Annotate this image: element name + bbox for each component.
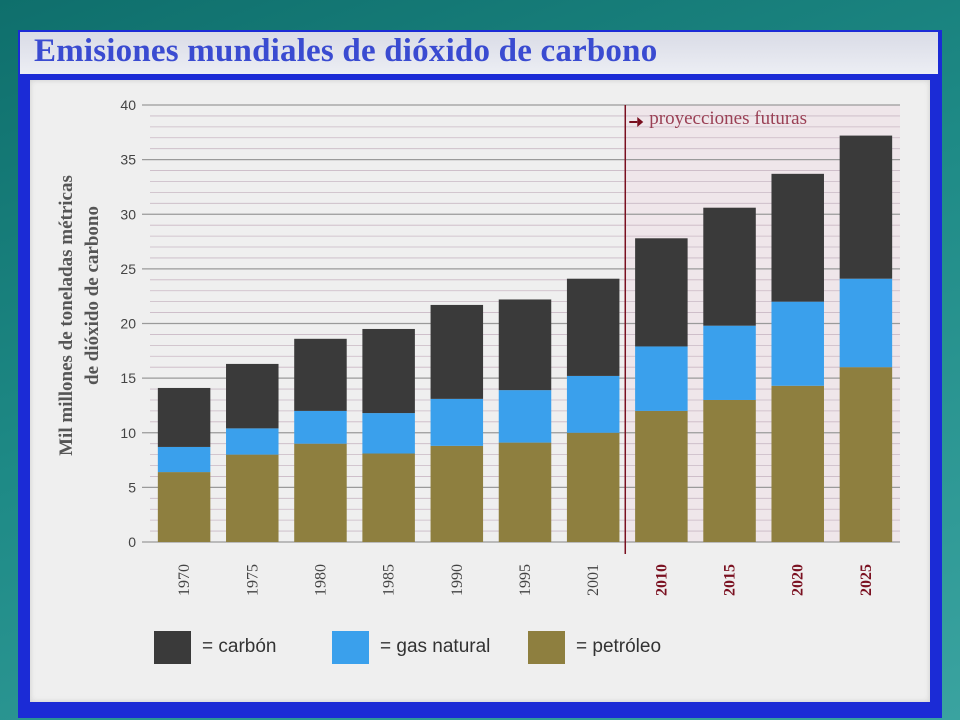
chart-panel: 0 5 10 15 20 25 30 35 40 1970 1975 1980 1985 1990 199… — [30, 80, 930, 702]
projection-annotation: proyecciones futuras — [629, 108, 807, 129]
bar-segment-gas-natural-1970 — [157, 446, 211, 473]
y-tick-label: 25 — [120, 261, 136, 277]
bar-segment-gas-natural-2025 — [839, 278, 893, 368]
y-axis-ticks: 0 5 10 15 20 25 30 35 40 — [120, 97, 136, 550]
y-tick-label: 20 — [120, 316, 136, 332]
x-tick-label: 1980 — [312, 564, 329, 596]
x-tick-label: 1995 — [517, 564, 534, 596]
y-tick-label: 15 — [120, 370, 136, 386]
bar-segment-carbon-2025 — [839, 135, 893, 279]
bar-segment-petroleo-2010 — [635, 410, 688, 542]
legend-swatch-gas-natural — [332, 631, 369, 664]
bar-segment-carbon-1980 — [294, 338, 347, 411]
bar-segment-petroleo-2015 — [703, 399, 756, 542]
x-tick-label: 2020 — [790, 564, 807, 596]
legend-label-carbon: = carbón — [202, 636, 276, 657]
x-tick-label: 1975 — [244, 564, 261, 596]
bar-segment-gas-natural-1975 — [226, 428, 279, 455]
bar-segment-carbon-1970 — [157, 387, 211, 447]
y-axis-label-line-2: de dióxido de carbono — [82, 206, 103, 385]
bar-segment-gas-natural-2015 — [703, 325, 756, 400]
bar-segment-gas-natural-1985 — [362, 413, 415, 454]
bar-segment-petroleo-1995 — [498, 442, 552, 542]
y-tick-label: 0 — [128, 534, 136, 550]
x-tick-label: 2001 — [585, 564, 602, 596]
x-tick-label: 2015 — [722, 564, 739, 596]
title-bar — [20, 32, 938, 74]
x-tick-label: 1970 — [176, 564, 193, 596]
legend-swatch-carbon — [154, 631, 191, 664]
x-tick-label: 1990 — [449, 564, 466, 596]
bar-segment-petroleo-1970 — [157, 472, 211, 542]
projection-arrowhead-icon — [637, 117, 644, 127]
bar-segment-gas-natural-2001 — [566, 375, 620, 433]
bar-segment-gas-natural-1980 — [294, 410, 347, 444]
bar-segment-gas-natural-1990 — [430, 398, 484, 446]
bar-segment-carbon-1990 — [430, 304, 484, 399]
bar-segment-gas-natural-1995 — [498, 390, 552, 443]
bar-segment-carbon-1975 — [226, 363, 279, 429]
y-tick-label: 35 — [120, 152, 136, 168]
bar-segment-carbon-2015 — [703, 207, 756, 326]
bar-segment-gas-natural-2010 — [635, 346, 688, 411]
legend-swatch-petroleo — [528, 631, 565, 664]
bar-segment-carbon-1995 — [498, 299, 552, 391]
bar-segment-petroleo-1980 — [294, 443, 347, 542]
chart-title: Emisiones mundiales de dióxido de carbon… — [34, 33, 658, 69]
y-tick-label: 30 — [120, 206, 136, 222]
bars-layer — [157, 135, 893, 542]
legend-label-petroleo: = petróleo — [576, 636, 661, 657]
x-tick-label: 2025 — [858, 564, 875, 596]
projection-label: proyecciones futuras — [649, 108, 807, 129]
x-tick-label: 1985 — [381, 564, 398, 596]
x-axis-ticks: 1970 1975 1980 1985 1990 1995 2001 2010 2015 2020… — [176, 564, 875, 596]
bar-segment-carbon-2001 — [566, 278, 620, 376]
bar-segment-carbon-2010 — [635, 238, 688, 347]
bar-segment-petroleo-2025 — [839, 367, 893, 542]
legend: = carbón = gas natural = petróleo — [154, 631, 661, 664]
legend-label-gas-natural: = gas natural — [380, 636, 490, 657]
y-tick-label: 40 — [120, 97, 136, 113]
bar-segment-petroleo-2001 — [566, 432, 620, 542]
y-tick-label: 10 — [120, 425, 136, 441]
bar-segment-petroleo-1990 — [430, 445, 484, 542]
y-tick-label: 5 — [128, 479, 136, 495]
bar-segment-carbon-2020 — [771, 173, 824, 302]
bar-segment-carbon-1985 — [362, 328, 415, 414]
bar-segment-gas-natural-2020 — [771, 301, 824, 386]
x-tick-label: 2010 — [653, 564, 670, 596]
y-axis-label-line-1: Mil millones de toneladas métricas — [56, 175, 77, 456]
bar-segment-petroleo-2020 — [771, 385, 824, 542]
bar-segment-petroleo-1975 — [226, 454, 279, 542]
bar-segment-petroleo-1985 — [362, 453, 415, 542]
